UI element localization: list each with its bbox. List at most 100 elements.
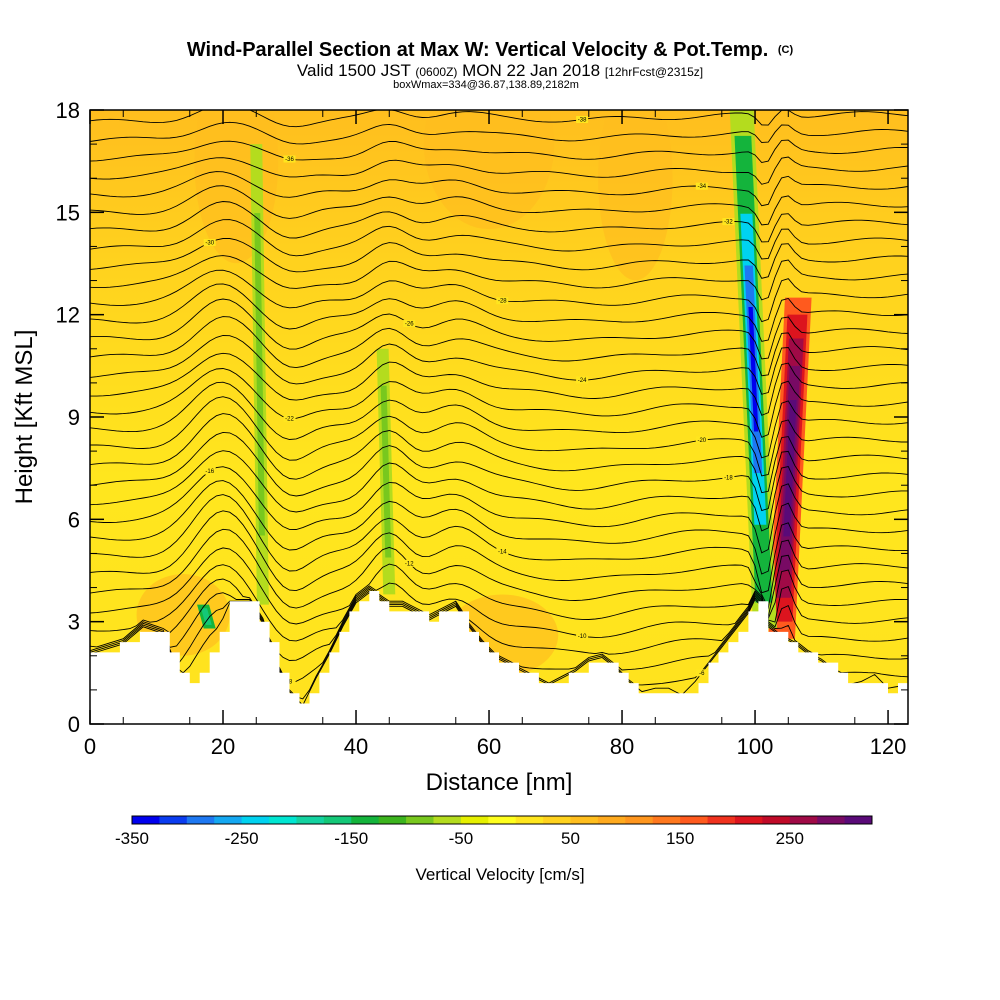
chart-subtitle: Valid 1500 JST (0600Z) MON 22 Jan 2018 [… <box>297 61 703 80</box>
theta-contour-label: -38 <box>578 118 587 124</box>
colorbar-swatch <box>433 816 462 824</box>
colorbar-swatch <box>515 816 544 824</box>
colorbar-swatch <box>680 816 709 824</box>
colorbar-tick-label: 250 <box>776 829 804 848</box>
colorbar-tick-label: -150 <box>334 829 368 848</box>
x-tick-label: 40 <box>344 734 368 759</box>
colorbar-swatch <box>132 816 160 824</box>
theta-contour-label: -20 <box>697 438 706 444</box>
theta-label-bg <box>403 320 416 327</box>
theta-contour <box>90 510 908 610</box>
theta-contour-label: -26 <box>405 322 414 328</box>
colorbar-swatch <box>378 816 407 824</box>
y-axis-label: Height [Kft MSL] <box>11 330 38 505</box>
colorbar-swatch <box>652 816 681 824</box>
theta-contour <box>90 450 908 532</box>
colorbar-swatch <box>707 816 736 824</box>
theta-contour <box>90 466 908 554</box>
colorbar-tick-label: -350 <box>115 829 149 848</box>
theta-contour <box>90 121 908 145</box>
updraft-patch <box>598 110 673 281</box>
colorbar-swatch <box>460 816 489 824</box>
theta-label-bg <box>496 548 509 556</box>
colorbar-swatch <box>625 816 654 824</box>
colorbar-swatch <box>543 816 572 824</box>
theta-contour-label: -28 <box>498 299 507 305</box>
colorbar-tick-label: -250 <box>225 829 259 848</box>
theta-label-bg <box>695 436 708 444</box>
colorbar-frame <box>131 815 873 825</box>
colorbar-swatch <box>351 816 380 824</box>
theta-contour-label: -36 <box>285 157 294 163</box>
theta-label-bg <box>722 218 735 226</box>
theta-contour <box>90 564 908 642</box>
theta-contour-labels-layer: -6 -8 -10 -12 -14 -16 -18 -20 -22 -24 -26 -28 -30 -32… <box>203 116 735 686</box>
theta-contour <box>90 316 908 377</box>
downdraft-core <box>201 608 212 625</box>
colorbar-swatch <box>406 816 434 824</box>
y-tick-label: 0 <box>68 712 80 737</box>
colorbar-swatch <box>296 816 325 824</box>
theta-contour <box>90 156 908 185</box>
copyright-mark: (C) <box>778 44 794 56</box>
y-tick-label: 9 <box>68 405 80 430</box>
colorbar-tick-label: -50 <box>449 829 474 848</box>
theta-contour <box>90 547 908 625</box>
theta-contour <box>90 219 908 260</box>
theta-label-bg <box>576 376 589 384</box>
theta-contour-label: -6 <box>699 671 705 677</box>
y-tick-label: 3 <box>68 610 80 635</box>
theta-label-bg <box>403 559 416 567</box>
colorbar-swatch <box>241 816 270 824</box>
theta-contour <box>90 413 908 494</box>
boxwmax-info: boxWmax=334@36.87,138.89,2182m <box>393 79 579 91</box>
colorbar-swatch <box>269 816 297 824</box>
colorbar-swatch <box>159 816 188 824</box>
y-tick-label: 12 <box>56 303 80 328</box>
theta-contour <box>90 431 908 512</box>
plot-area: -6 -8 -10 -12 -14 -16 -18 -20 -22 -24 -26 -28 -30 -32… <box>90 110 908 724</box>
theta-label-bg <box>496 297 509 305</box>
updraft-core <box>783 399 797 537</box>
theta-contour-label: -12 <box>405 561 414 567</box>
theta-contour <box>90 201 908 243</box>
theta-contour <box>90 368 908 438</box>
theta-contour <box>90 110 908 128</box>
colorbar-tick-label: 150 <box>666 829 694 848</box>
theta-contour-label: -14 <box>498 550 507 556</box>
chart-title: Wind-Parallel Section at Max W: Vertical… <box>187 39 794 61</box>
colorbar-swatch <box>323 816 352 824</box>
theta-contour-label: -32 <box>724 220 733 226</box>
terrain-mask <box>90 591 908 724</box>
theta-contour-label: -18 <box>724 475 733 481</box>
theta-contour-label: -30 <box>205 241 214 247</box>
theta-label-bg <box>722 473 735 481</box>
downdraft-core <box>254 213 265 536</box>
theta-label-bg <box>203 239 216 246</box>
x-tick-label: 100 <box>737 734 774 759</box>
theta-label-bg <box>283 155 296 163</box>
colorbar-swatch <box>817 816 846 824</box>
theta-contour-label: -10 <box>578 634 587 640</box>
colorbar-swatch <box>789 816 818 824</box>
theta-contour <box>90 528 908 619</box>
theta-contour-label: -24 <box>578 378 587 384</box>
theta-contour-label: -22 <box>285 417 294 423</box>
colorbar-label: Vertical Velocity [cm/s] <box>415 865 584 884</box>
updraft-patch <box>194 110 279 264</box>
x-tick-label: 0 <box>84 734 96 759</box>
theta-label-bg <box>576 116 589 123</box>
theta-label-bg <box>203 467 216 475</box>
colorbar-swatch <box>762 816 791 824</box>
theta-contour <box>90 480 908 575</box>
colorbar-swatch <box>186 816 215 824</box>
theta-label-bg <box>695 669 708 677</box>
theta-contour-label: -16 <box>205 469 214 475</box>
x-tick-label: 20 <box>211 734 235 759</box>
theta-contour <box>90 396 908 477</box>
updraft-patch <box>423 110 555 230</box>
colorbar: -350 -250 -150 -50 50 150 250 <box>115 815 873 848</box>
downdraft-core <box>380 385 392 558</box>
x-axis-label: Distance [nm] <box>426 769 573 796</box>
